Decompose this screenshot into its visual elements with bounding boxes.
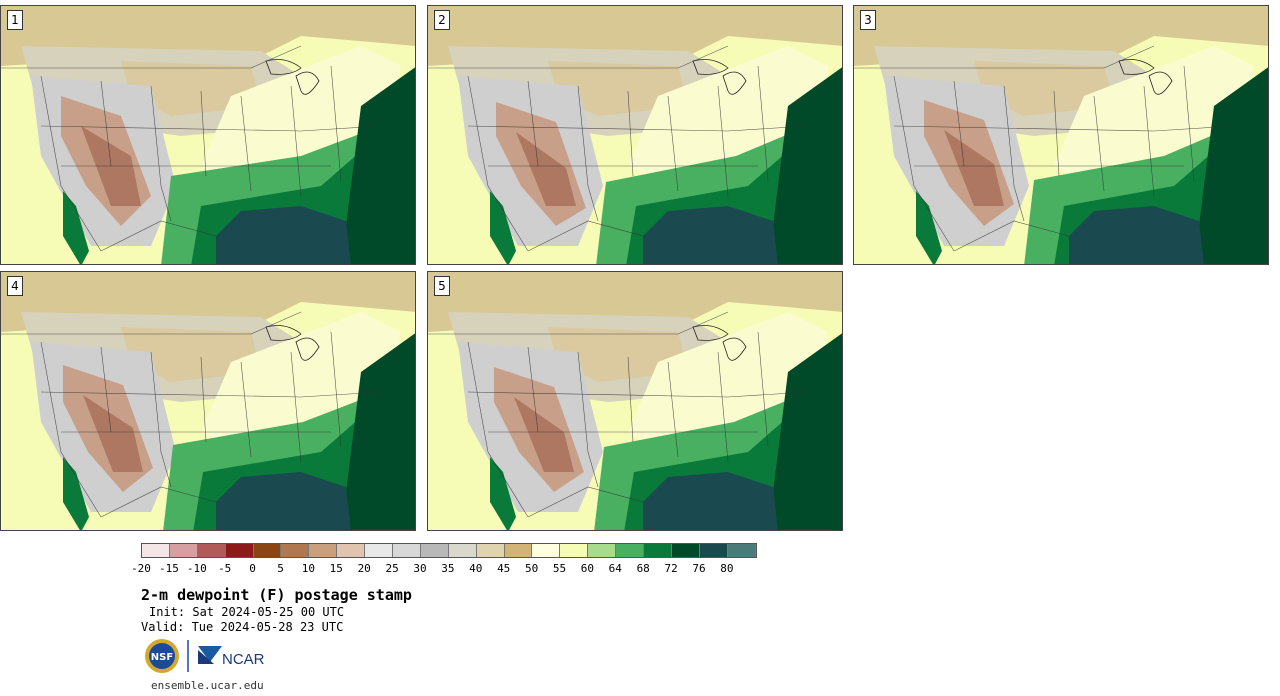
colorbar-tick: 55: [552, 562, 567, 575]
website-url[interactable]: ensemble.ucar.edu: [151, 679, 264, 692]
colorbar-swatch: [699, 544, 728, 557]
colorbar-swatch: [532, 544, 561, 557]
panel-number-label: 4: [7, 276, 23, 296]
colorbar-tick: 76: [692, 562, 706, 575]
colorbar-tick: 72: [664, 562, 678, 575]
colorbar-swatch: [197, 544, 226, 557]
colorbar-tick-labels: -20 -15 -10 -5 0 5 10 15 20 25 30 35 40 45 50 55 60 64 68 7…: [131, 562, 781, 576]
colorbar-tick: -10: [186, 562, 207, 575]
colorbar-swatch: [420, 544, 449, 557]
colorbar-swatch: [560, 544, 589, 557]
colorbar-tick: 60: [580, 562, 595, 575]
colorbar-swatch: [309, 544, 338, 557]
dewpoint-map-1: [1, 6, 415, 264]
panel-number-label: 3: [860, 10, 876, 30]
colorbar-tick: -15: [158, 562, 179, 575]
dewpoint-map-5: [428, 272, 842, 530]
colorbar-swatch: [476, 544, 505, 557]
colorbar-swatch: [448, 544, 477, 557]
dewpoint-colorbar: [141, 543, 757, 558]
colorbar-swatch: [588, 544, 617, 557]
colorbar-tick: 45: [497, 562, 511, 575]
sponsor-logos: NSF NCAR: [145, 639, 265, 673]
ensemble-member-panel-2: 2: [427, 5, 843, 265]
colorbar-swatch: [393, 544, 421, 557]
colorbar-swatch: [616, 544, 645, 557]
colorbar-swatch: [671, 544, 700, 557]
colorbar-swatch: [281, 544, 310, 557]
colorbar-tick: 68: [636, 562, 650, 575]
colorbar-tick: 15: [329, 562, 343, 575]
colorbar-tick: 25: [385, 562, 399, 575]
colorbar-swatch: [504, 544, 533, 557]
dewpoint-map-4: [1, 272, 415, 530]
colorbar-tick: 35: [441, 562, 455, 575]
ensemble-member-panel-1: 1: [0, 5, 416, 265]
colorbar-swatch: [365, 544, 394, 557]
colorbar-tick: 0: [249, 562, 256, 575]
nsf-logo-icon: NSF: [145, 639, 179, 673]
figure-title: 2-m dewpoint (F) postage stamp: [141, 586, 412, 604]
panel-number-label: 1: [7, 10, 23, 30]
panel-number-label: 2: [434, 10, 450, 30]
valid-time: Valid: Tue 2024-05-28 23 UTC: [141, 620, 344, 634]
init-time: Init: Sat 2024-05-25 00 UTC: [149, 605, 345, 619]
colorbar-tick: 50: [524, 562, 539, 575]
colorbar-tick: 10: [301, 562, 316, 575]
colorbar-swatch: [727, 544, 756, 557]
ensemble-member-panel-3: 3: [853, 5, 1269, 265]
panel-number-label: 5: [434, 276, 450, 296]
colorbar-swatch: [253, 544, 282, 557]
svg-text:NCAR: NCAR: [222, 651, 265, 668]
colorbar-swatch: [644, 544, 672, 557]
dewpoint-map-2: [428, 6, 842, 264]
dewpoint-map-3: [854, 6, 1268, 264]
colorbar-swatch: [169, 544, 198, 557]
svg-text:NSF: NSF: [151, 652, 173, 663]
colorbar-tick: 5: [277, 562, 284, 575]
ensemble-member-panel-4: 4: [0, 271, 416, 531]
colorbar-tick: -20: [131, 562, 151, 575]
colorbar-tick: 20: [357, 562, 371, 575]
colorbar-tick: -5: [218, 562, 232, 575]
colorbar-tick: 30: [413, 562, 427, 575]
colorbar-tick: 40: [469, 562, 483, 575]
colorbar-swatch: [225, 544, 254, 557]
ensemble-member-panel-5: 5: [427, 271, 843, 531]
ncar-logo-icon: NCAR: [198, 646, 265, 668]
colorbar-swatch: [337, 544, 366, 557]
colorbar-tick: 64: [608, 562, 622, 575]
colorbar-swatch: [142, 544, 170, 557]
colorbar-tick: 80: [720, 562, 734, 575]
